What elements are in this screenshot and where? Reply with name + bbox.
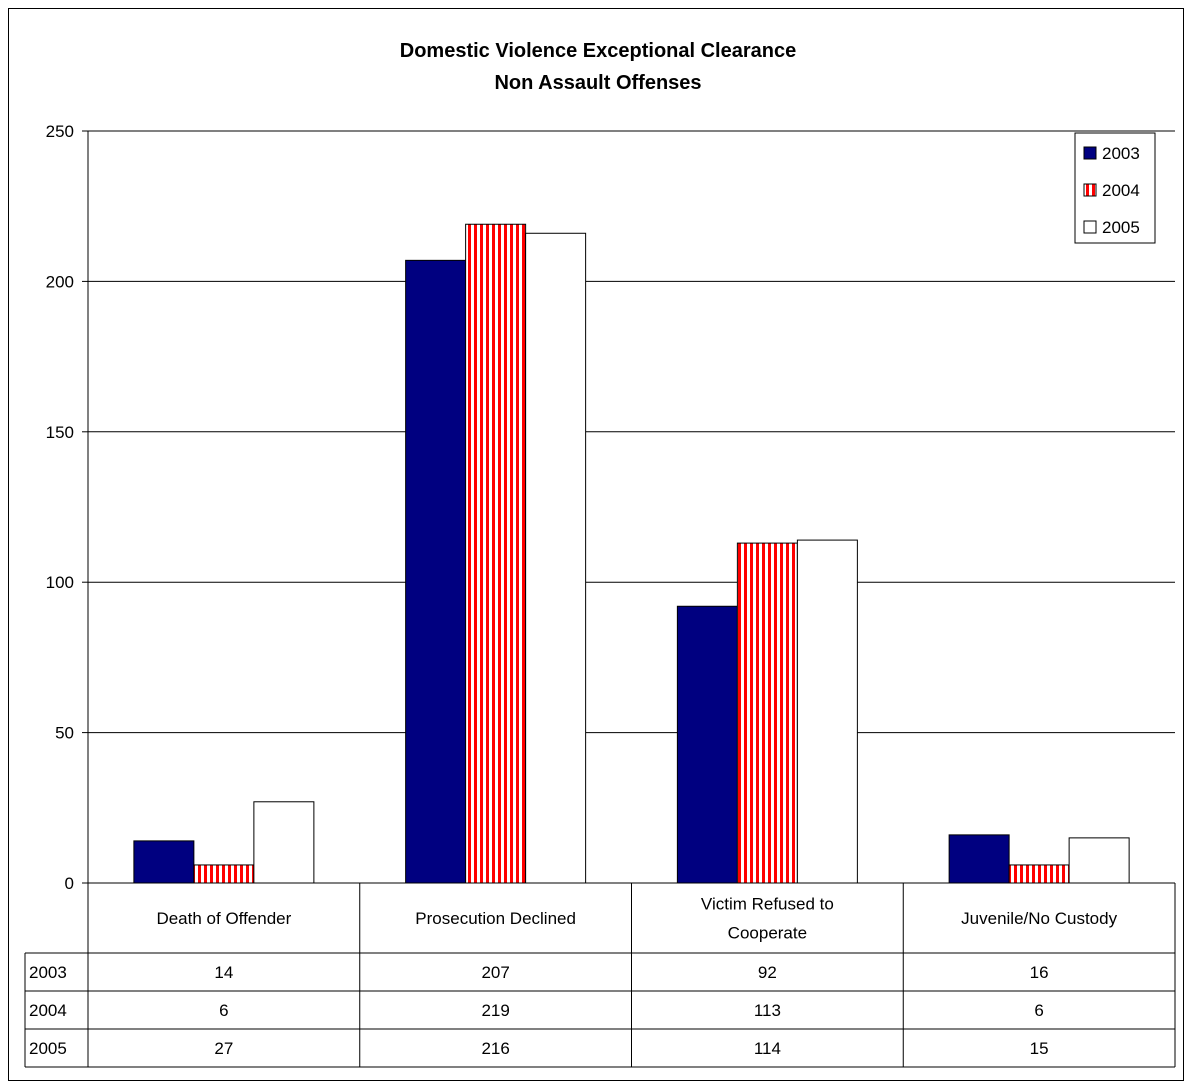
chart-frame [8,8,1184,1081]
table-cell-value: 207 [481,963,509,982]
y-tick-label: 50 [55,724,74,743]
axes: 0 50 100 150 200 250 [46,122,89,893]
legend-label: 2005 [1102,218,1140,237]
table-cell-value: 15 [1030,1039,1049,1058]
category-label: Victim Refused to [701,895,834,914]
table-cell-value: 114 [754,1039,781,1058]
bar-2003-0 [133,840,195,884]
y-tick-label: 250 [46,122,74,141]
bar-2005-2 [796,539,858,884]
bar-2005-1 [525,232,587,884]
y-tick-label: 200 [46,272,74,291]
table-cell-value: 216 [481,1039,509,1058]
table-cell-value: 16 [1030,963,1049,982]
table-row-series-name: 2005 [29,1039,67,1058]
legend-swatch-2003 [1083,146,1097,160]
bar-2005-0 [253,801,315,884]
table-cell-value: 113 [754,1001,781,1020]
bar-2005-3 [1068,837,1130,884]
bar-2004-3 [1008,864,1070,884]
table-cell-value: 14 [214,963,233,982]
table-cell-value: 6 [1034,1001,1043,1020]
legend-swatch-2004 [1083,183,1097,197]
legend-swatch-2005 [1083,220,1097,234]
category-label: Cooperate [728,924,807,943]
bar-2003-2 [676,605,738,884]
category-label: Prosecution Declined [415,909,576,928]
data-table: Death of Offender Prosecution Declined Vic… [24,882,1176,1068]
table-cell-value: 92 [758,963,777,982]
table-row-series-name: 2004 [29,1001,67,1020]
bar-2003-3 [948,834,1010,884]
legend-label: 2004 [1102,181,1140,200]
table-cell-value: 6 [219,1001,228,1020]
y-tick-label: 100 [46,573,74,592]
legend-label: 2003 [1102,144,1140,163]
chart-title: Domestic Violence Exceptional Clearance [400,40,796,62]
bar-2004-2 [736,542,798,884]
y-tick-label: 0 [65,874,74,893]
bars [133,223,1130,884]
table-row-series-name: 2003 [29,963,67,982]
bar-2004-1 [465,223,527,884]
legend: 2003 2004 2005 [1074,132,1156,244]
category-label: Death of Offender [156,909,291,928]
chart-subtitle: Non Assault Offenses [494,72,701,94]
bar-2004-0 [193,864,255,884]
grid-lines [88,130,1175,734]
table-cell-value: 219 [481,1001,509,1020]
category-label: Juvenile/No Custody [961,909,1117,928]
table-cell-value: 27 [214,1039,233,1058]
y-tick-label: 150 [46,423,74,442]
bar-2003-1 [405,259,467,884]
